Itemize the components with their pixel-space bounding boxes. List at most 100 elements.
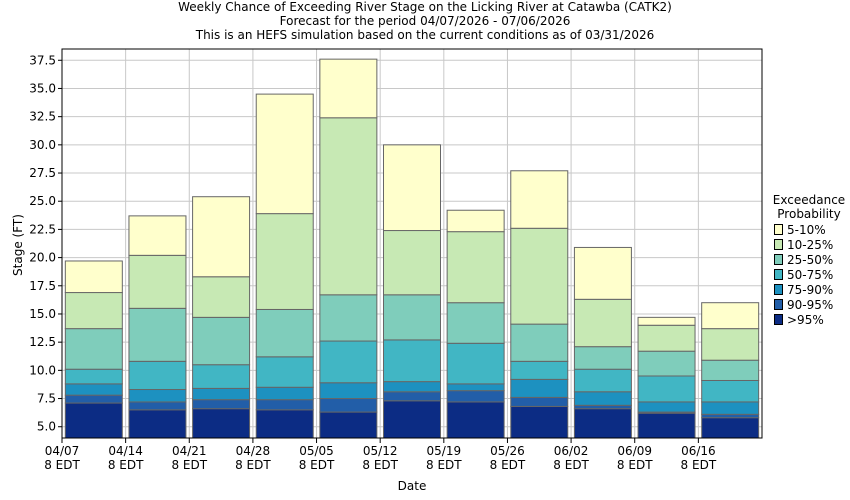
x-tick-sublabel: 8 EDT (426, 458, 462, 472)
plot-frame (61, 48, 763, 439)
x-tick-label: 04/28 (236, 444, 271, 458)
y-tick-label: 37.5 (29, 53, 56, 67)
chart-subtitle-period: Forecast for the period 04/07/2026 - 07/… (279, 14, 571, 28)
x-tick-sublabel: 8 EDT (617, 458, 653, 472)
x-tick-label: 05/19 (427, 444, 462, 458)
bar-segment-90-95pct (573, 404, 632, 410)
y-tick-label: 10.0 (29, 363, 56, 377)
bar-segment-gt95pct (319, 411, 378, 439)
bar-segment-75-90pct (64, 383, 123, 396)
legend-items: 5-10% 10-25% 25-50% 50-75% 75-90% 90-95% >95% (768, 222, 850, 327)
bar-segment-gt95pct (128, 409, 187, 439)
bar-segment-90-95pct (192, 399, 251, 410)
x-tick-sublabel: 8 EDT (553, 458, 589, 472)
x-axis-label: Date (398, 479, 427, 493)
legend-swatch (774, 269, 783, 280)
x-tick-label: 06/09 (617, 444, 652, 458)
bar-segment-10-25pct (383, 230, 441, 296)
bar-segment-50-75pct (64, 368, 123, 385)
legend-swatch (774, 224, 783, 235)
bar-segment-5-10pct (192, 196, 251, 278)
x-tick-label: 04/21 (172, 444, 207, 458)
y-axis-label: Stage (FT) (11, 214, 25, 276)
bar-segment-75-90pct (128, 389, 187, 403)
bar-segment-25-50pct (255, 308, 314, 358)
x-tick-sublabel: 8 EDT (235, 458, 271, 472)
bar-segment-5-10pct (383, 144, 441, 232)
legend-label: 25-50% (787, 252, 834, 267)
bar-segment-25-50pct (319, 294, 378, 342)
bar-segment-50-75pct (701, 379, 760, 403)
bar-segment-5-10pct (701, 302, 760, 330)
x-tick-label: 04/07 (45, 444, 80, 458)
y-tick-label: 12.5 (29, 335, 56, 349)
bar-segment-10-25pct (637, 324, 696, 352)
y-tick-label: 17.5 (29, 279, 56, 293)
bar-segment-gt95pct (383, 400, 441, 439)
y-tick-label: 20.0 (29, 251, 56, 265)
y-tick-label: 30.0 (29, 138, 56, 152)
bar-segment-5-10pct (255, 93, 314, 215)
legend-label: 5-10% (787, 222, 826, 237)
bar-segment-10-25pct (319, 117, 378, 296)
axes: 5.0 7.5 10.0 12.5 15.0 17.5 20.0 22.5 25.0 27.5 30… (29, 53, 717, 472)
bar-segment-50-75pct (255, 356, 314, 388)
bar-segment-50-75pct (383, 339, 441, 383)
bar-segment-25-50pct (510, 323, 569, 362)
bar-segment-10-25pct (128, 254, 187, 309)
legend-item: 10-25% (768, 237, 850, 252)
legend-title: Exceedance Probability (768, 193, 850, 221)
bar-segment-25-50pct (637, 350, 696, 377)
x-tick-label: 04/14 (108, 444, 143, 458)
legend-item: 75-90% (768, 282, 850, 297)
bar-segment-10-25pct (573, 298, 632, 348)
legend: Exceedance Probability 5-10% 10-25% 25-50%… (768, 193, 850, 327)
legend-item: 90-95% (768, 297, 850, 312)
bar-segment-50-75pct (637, 375, 696, 403)
y-tick-label: 25.0 (29, 194, 56, 208)
bar-segment-5-10pct (446, 209, 505, 233)
bar-segment-5-10pct (64, 260, 123, 294)
bar-segment-10-25pct (255, 213, 314, 310)
bar-segment-75-90pct (701, 401, 760, 415)
x-tick-sublabel: 8 EDT (299, 458, 335, 472)
bar-segment-gt95pct (701, 417, 760, 439)
x-tick-label: 06/02 (554, 444, 589, 458)
bar-segment-gt95pct (573, 408, 632, 439)
legend-item: >95% (768, 312, 850, 327)
x-tick-sublabel: 8 EDT (490, 458, 526, 472)
bar-segment-25-50pct (383, 294, 441, 341)
legend-swatch (774, 314, 783, 325)
x-tick-sublabel: 8 EDT (362, 458, 398, 472)
x-tick-label: 06/16 (681, 444, 716, 458)
x-tick-sublabel: 8 EDT (171, 458, 207, 472)
legend-title-line1: Exceedance (772, 193, 846, 207)
bar-segment-25-50pct (701, 359, 760, 381)
bar-segment-gt95pct (510, 405, 569, 439)
x-tick-sublabel: 8 EDT (108, 458, 144, 472)
x-tick-label: 05/26 (490, 444, 525, 458)
bar-segment-10-25pct (701, 328, 760, 361)
bar-segment-90-95pct (510, 396, 569, 407)
bar-segment-90-95pct (319, 398, 378, 413)
bar-segment-75-90pct (255, 386, 314, 401)
legend-item: 25-50% (768, 252, 850, 267)
bar-segment-90-95pct (383, 391, 441, 402)
bar-segment-gt95pct (637, 412, 696, 439)
legend-item: 5-10% (768, 222, 850, 237)
bar-segment-50-75pct (319, 340, 378, 384)
bar-segment-5-10pct (573, 246, 632, 300)
bar-segment-90-95pct (255, 399, 314, 411)
bar-segment-90-95pct (64, 394, 123, 404)
legend-swatch (774, 254, 783, 265)
bar-segment-75-90pct (573, 391, 632, 406)
chart-title: Weekly Chance of Exceeding River Stage o… (178, 0, 672, 14)
bar-segment-75-90pct (446, 383, 505, 392)
chart-titles: Weekly Chance of Exceeding River Stage o… (0, 0, 850, 42)
bar-segment-25-50pct (573, 346, 632, 370)
bar-segment-25-50pct (128, 307, 187, 362)
bar-segment-75-90pct (192, 387, 251, 401)
legend-label: 75-90% (787, 282, 834, 297)
x-tick-sublabel: 8 EDT (44, 458, 80, 472)
